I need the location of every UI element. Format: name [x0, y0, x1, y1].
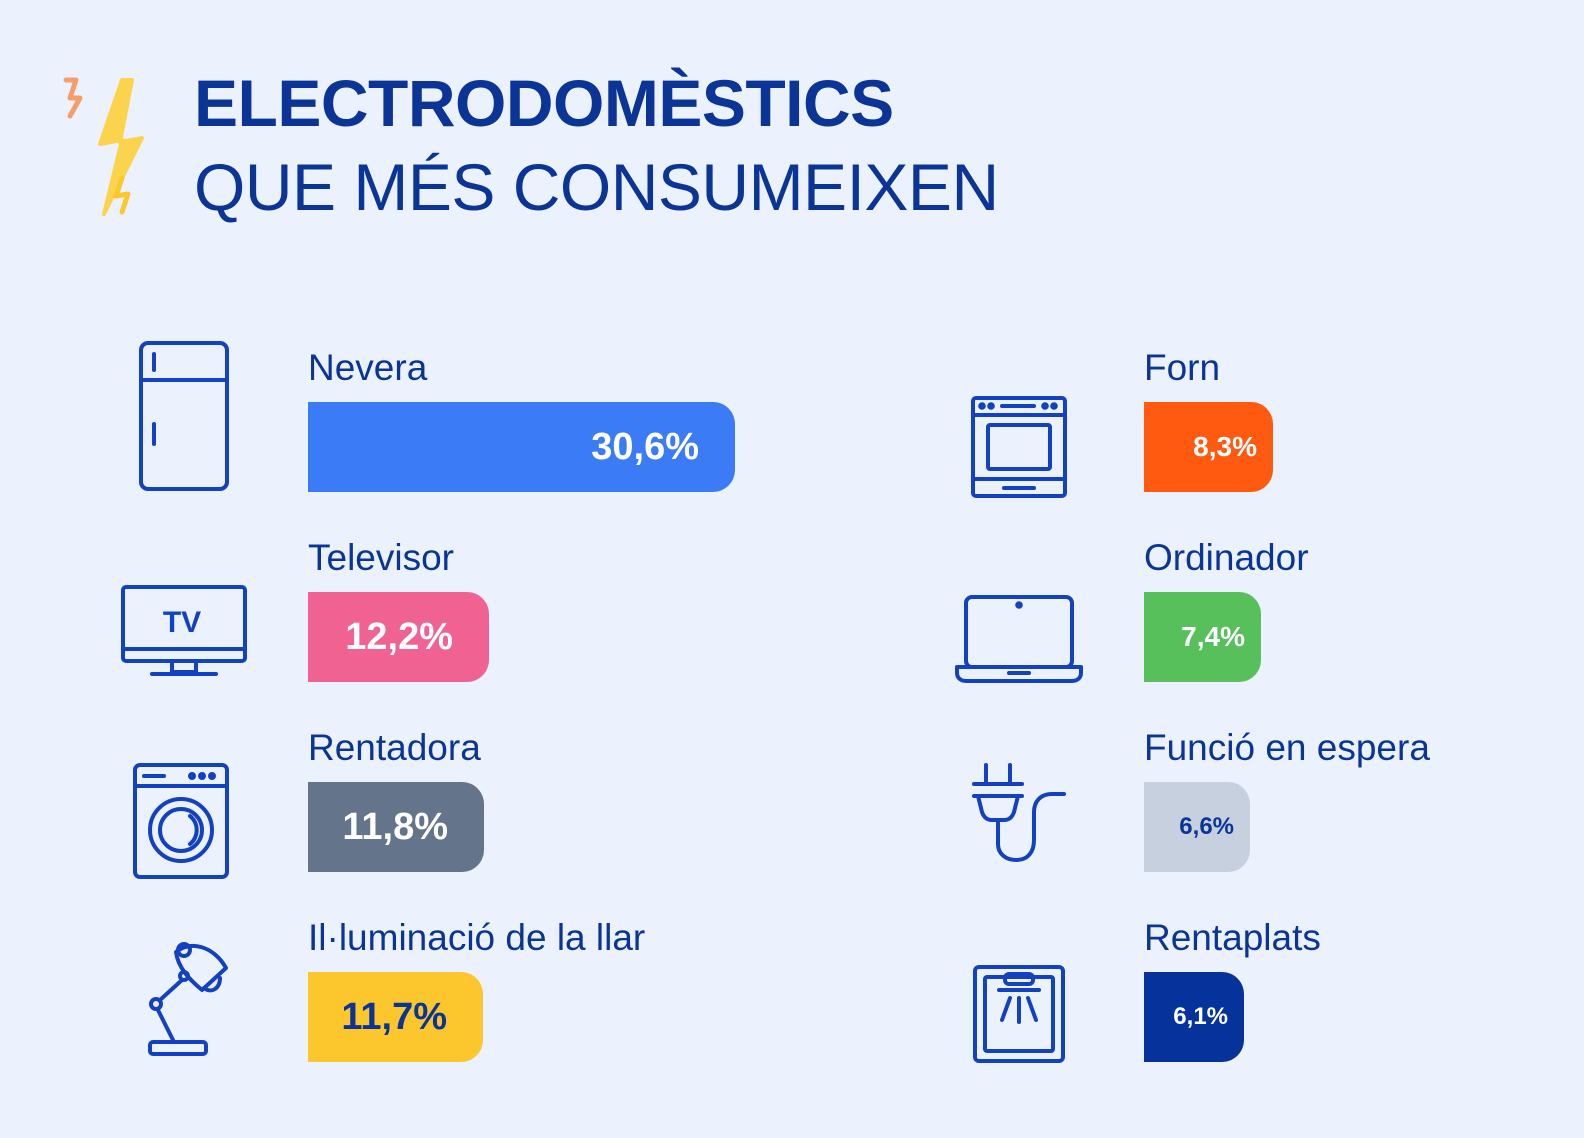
title-line-1: ELECTRODOMÈSTICS: [194, 66, 894, 140]
bar-label: Rentaplats: [1144, 917, 1321, 958]
bar-label: Televisor: [308, 537, 454, 578]
bar-label: Nevera: [308, 347, 428, 388]
bar-label: Rentadora: [308, 727, 481, 768]
bar-value-label: 11,7%: [341, 995, 447, 1038]
bar-value-label: 7,4%: [1181, 621, 1245, 652]
bar-value-label: 12,2%: [345, 615, 453, 658]
lightning-bolt-icon: [56, 74, 152, 224]
bar-label: Funció en espera: [1144, 727, 1430, 768]
svg-text:TV: TV: [163, 606, 201, 639]
bar: 30,6%: [308, 402, 735, 492]
bar: 11,7%: [308, 972, 483, 1062]
oven-icon: [970, 395, 1068, 499]
dishwasher-icon: [972, 964, 1066, 1064]
desk-lamp-icon: [140, 940, 232, 1058]
fridge-icon: [138, 340, 230, 492]
bar: 6,6%: [1144, 782, 1250, 872]
bar-value-label: 6,1%: [1173, 1003, 1228, 1030]
chart-title: ELECTRODOMÈSTICS QUE MÉS CONSUMEIXEN: [194, 64, 999, 232]
bar: 8,3%: [1144, 402, 1273, 492]
lightning-bolt-svg: [63, 77, 144, 216]
bar-value-label: 8,3%: [1193, 431, 1257, 462]
tv-icon: TV: [120, 584, 248, 678]
bar-value-label: 30,6%: [591, 425, 699, 468]
bar: 11,8%: [308, 782, 484, 872]
washing-machine-icon: [132, 762, 230, 880]
plug-icon: [968, 762, 1068, 866]
title-line-2: QUE MÉS CONSUMEIXEN: [194, 150, 999, 224]
bar-label: Ordinador: [1144, 537, 1309, 578]
bar: 7,4%: [1144, 592, 1261, 682]
bar-value-label: 6,6%: [1179, 813, 1234, 840]
laptop-icon: [954, 594, 1084, 686]
bar: 12,2%: [308, 592, 489, 682]
bar-label: Forn: [1144, 347, 1221, 388]
bar-value-label: 11,8%: [342, 805, 448, 848]
bar-label: Il·luminació de la llar: [308, 917, 646, 958]
bar: 6,1%: [1144, 972, 1244, 1062]
